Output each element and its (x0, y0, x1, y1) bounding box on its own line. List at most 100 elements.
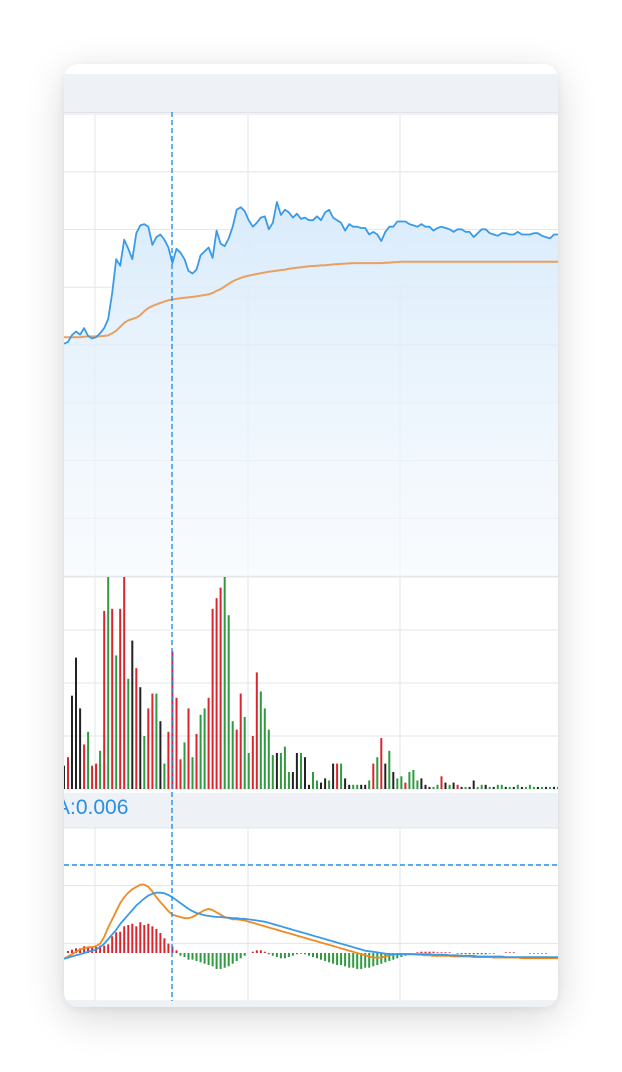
volume-bar (135, 668, 138, 789)
macd-histogram-bar (528, 953, 531, 954)
macd-histogram-bar (384, 953, 387, 963)
volume-bar (448, 784, 451, 789)
volume-bar (428, 786, 431, 789)
macd-histogram-bar (183, 953, 186, 957)
macd-histogram-bar (103, 945, 106, 953)
macd-histogram-bar (332, 953, 335, 964)
macd-histogram-bar (364, 953, 367, 968)
volume-bar (79, 708, 82, 789)
volume-bar (159, 721, 162, 789)
macd-histogram-bar (388, 953, 391, 961)
volume-bar (271, 755, 274, 789)
volume-bar (187, 708, 190, 789)
volume-bar (143, 736, 146, 789)
chart-canvas (64, 74, 558, 1007)
volume-bar (549, 786, 551, 789)
price-panel (64, 113, 558, 577)
macd-histogram-bar (279, 953, 282, 959)
macd-histogram-bar (135, 926, 138, 953)
macd-histogram-bar (131, 923, 134, 953)
macd-histogram-bar (424, 951, 427, 953)
macd-histogram-bar (123, 926, 126, 953)
volume-bar (207, 697, 210, 789)
macd-histogram-bar (476, 953, 479, 955)
price-area (64, 202, 558, 576)
volume-bar (300, 753, 302, 789)
macd-histogram-bar (536, 953, 539, 954)
volume-bar (340, 763, 343, 789)
volume-bar (91, 765, 94, 789)
macd-histogram-bar (75, 948, 77, 953)
volume-bar (239, 693, 242, 789)
volume-bar (211, 608, 214, 789)
volume-bar (291, 772, 294, 789)
macd-histogram-bar (231, 953, 234, 964)
macd-histogram-bar (91, 946, 94, 953)
volume-bar (259, 691, 262, 789)
volume-bar (219, 587, 222, 789)
macd-histogram-bar (480, 953, 483, 955)
volume-bar (384, 763, 387, 789)
macd-histogram-bar (127, 925, 130, 953)
volume-bar (283, 746, 286, 789)
macd-histogram-bar (460, 953, 463, 955)
macd-histogram-bar (492, 953, 495, 954)
macd-histogram-bar (440, 952, 443, 953)
header-band (64, 74, 558, 112)
volume-bar (231, 721, 234, 789)
volume-bar (328, 780, 331, 789)
macd-histogram-bar (368, 953, 371, 968)
macd-histogram-bar (219, 953, 222, 969)
volume-bar (139, 687, 142, 789)
macd-histogram-bar (484, 953, 487, 955)
bottom-strip (64, 1001, 558, 1007)
macd-histogram-bar (444, 952, 447, 953)
volume-bar (408, 772, 411, 789)
volume-bar (275, 753, 278, 789)
volume-bar (99, 750, 102, 789)
macd-histogram-bar (119, 931, 122, 953)
volume-bar (484, 784, 487, 789)
macd-histogram-bar (179, 953, 182, 956)
macd-histogram-bar (488, 953, 491, 954)
volume-bar (87, 731, 90, 789)
macd-histogram-bar (83, 946, 86, 953)
volume-bar (388, 750, 391, 789)
volume-bar (279, 753, 282, 789)
volume-bar (83, 744, 86, 789)
volume-bar (179, 759, 182, 789)
macd-histogram-bar (107, 944, 110, 953)
macd-histogram-bar (171, 946, 174, 953)
macd-histogram-bar (227, 953, 230, 967)
macd-histogram-bar (320, 953, 322, 960)
volume-bar (464, 786, 467, 789)
volume-bar (95, 763, 98, 789)
volume-bar (255, 672, 258, 789)
macd-histogram-bar (147, 923, 150, 953)
macd-histogram-bar (352, 953, 355, 968)
volume-bar (557, 786, 558, 789)
macd-histogram-bar (468, 953, 471, 955)
macd-histogram-bar (287, 953, 290, 957)
volume-bar (167, 731, 170, 789)
volume-bar (123, 577, 126, 789)
price-line (64, 201, 558, 345)
macd-histogram-bar (436, 952, 439, 953)
volume-bar (456, 784, 459, 789)
macd-histogram-bar (316, 953, 318, 959)
volume-bar (536, 786, 539, 789)
volume-bar (336, 763, 339, 789)
volume-bar (516, 784, 519, 789)
volume-bar (316, 780, 318, 789)
macd-histogram-bar (223, 953, 226, 968)
volume-bar (251, 736, 254, 789)
macd-dif-line (64, 891, 558, 960)
macd-histogram-bar (167, 943, 170, 953)
volume-bar (111, 608, 114, 789)
macd-histogram-bar (163, 938, 166, 953)
macd-histogram-bar (508, 952, 511, 953)
volume-bar (155, 693, 158, 789)
macd-histogram-bar (255, 950, 258, 953)
volume-bar (324, 778, 327, 789)
macd-histogram-bar (115, 932, 118, 953)
